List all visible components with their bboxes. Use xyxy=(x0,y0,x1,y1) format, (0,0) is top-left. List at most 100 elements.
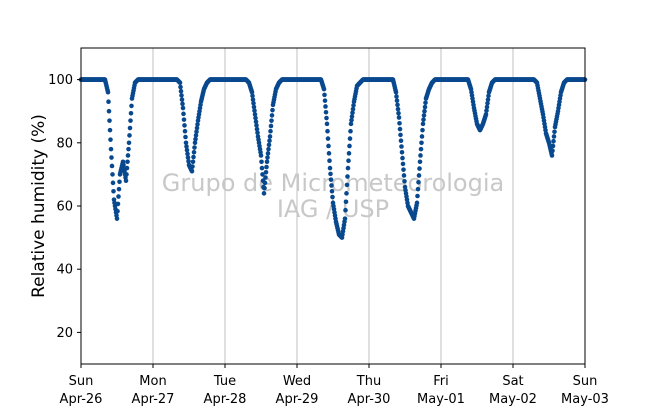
data-point xyxy=(417,166,422,171)
data-point xyxy=(269,113,275,118)
data-point xyxy=(552,129,557,135)
data-point xyxy=(115,201,121,207)
data-point xyxy=(485,97,491,102)
data-point xyxy=(349,114,355,119)
x-tick-label-day: Fri xyxy=(433,374,449,389)
data-point xyxy=(262,185,267,191)
data-point xyxy=(125,153,131,158)
data-point xyxy=(193,136,198,142)
data-point xyxy=(394,94,399,99)
data-point xyxy=(349,117,354,123)
data-point xyxy=(348,128,353,134)
data-point xyxy=(421,113,427,118)
data-point xyxy=(185,155,191,160)
data-points xyxy=(78,77,588,240)
data-point xyxy=(402,178,407,184)
data-point xyxy=(194,125,200,131)
data-point xyxy=(393,89,399,95)
data-point xyxy=(342,216,348,221)
x-tick-label-date: May-02 xyxy=(489,392,537,407)
data-point xyxy=(184,144,189,149)
data-point xyxy=(116,186,122,192)
x-tick-label-date: Apr-26 xyxy=(60,392,103,407)
data-point xyxy=(129,103,134,109)
data-point xyxy=(350,110,355,116)
data-point xyxy=(418,153,423,158)
data-point xyxy=(192,145,197,150)
x-tick-label-day: Tue xyxy=(213,374,236,389)
data-point xyxy=(322,92,327,98)
data-point xyxy=(395,102,400,108)
data-point xyxy=(345,174,350,179)
data-point xyxy=(344,191,349,196)
data-point xyxy=(117,179,122,185)
data-point xyxy=(114,216,120,221)
x-tick-label-day: Wed xyxy=(283,374,311,389)
data-point xyxy=(179,93,184,98)
data-point xyxy=(330,194,335,200)
data-point xyxy=(128,118,133,123)
data-point xyxy=(255,130,260,136)
data-point xyxy=(325,136,331,141)
data-point xyxy=(484,108,489,113)
x-tick-label-day: Sun xyxy=(573,374,598,389)
data-point xyxy=(267,134,273,139)
data-point xyxy=(323,109,329,115)
data-point xyxy=(184,147,190,153)
y-tick-label: 60 xyxy=(56,200,73,215)
data-point xyxy=(106,108,112,114)
data-point xyxy=(195,122,200,127)
data-point xyxy=(396,111,401,116)
data-point xyxy=(177,80,183,86)
data-point xyxy=(266,146,271,152)
data-point xyxy=(194,129,199,135)
data-point xyxy=(326,143,331,149)
data-point xyxy=(181,117,187,122)
y-tick-label: 100 xyxy=(48,73,73,88)
data-point xyxy=(420,121,426,127)
data-point xyxy=(484,104,490,110)
data-point xyxy=(420,127,425,133)
x-tick-label-date: Apr-28 xyxy=(204,392,247,407)
data-point xyxy=(261,191,267,196)
data-point xyxy=(400,161,406,167)
x-tick-label-day: Thu xyxy=(356,374,381,389)
data-point xyxy=(190,164,195,169)
data-point xyxy=(321,86,327,92)
data-point xyxy=(396,115,402,120)
data-point xyxy=(127,133,132,138)
data-point xyxy=(346,158,351,164)
x-axis: Sun Apr-26 Mon Apr-27 Tue Apr-28 Wed Apr-29 Thu A… xyxy=(60,364,609,407)
data-point xyxy=(189,168,195,174)
data-point xyxy=(258,153,264,158)
y-axis: 20 40 60 80 100 xyxy=(48,73,81,341)
data-point xyxy=(128,111,134,116)
data-point xyxy=(327,165,333,171)
data-point xyxy=(416,173,422,178)
data-point xyxy=(268,128,273,134)
data-point xyxy=(108,146,114,152)
data-point xyxy=(192,140,198,146)
data-point xyxy=(346,151,352,156)
data-point xyxy=(106,99,111,105)
data-point xyxy=(186,158,191,164)
data-point xyxy=(109,163,115,169)
data-point xyxy=(418,146,424,152)
data-point xyxy=(344,182,350,188)
data-point xyxy=(191,149,197,155)
data-point xyxy=(348,121,354,127)
data-point xyxy=(417,159,423,165)
data-point xyxy=(399,144,404,149)
data-point xyxy=(116,194,121,199)
data-point xyxy=(126,140,132,146)
data-point xyxy=(399,149,405,155)
data-point xyxy=(325,128,330,134)
data-point xyxy=(265,155,270,160)
data-point xyxy=(123,178,129,184)
data-point xyxy=(182,123,187,128)
data-point xyxy=(395,106,401,112)
x-tick-label-date: Apr-30 xyxy=(348,392,391,407)
data-point xyxy=(124,165,130,171)
data-point xyxy=(414,200,420,206)
data-point xyxy=(182,128,188,134)
